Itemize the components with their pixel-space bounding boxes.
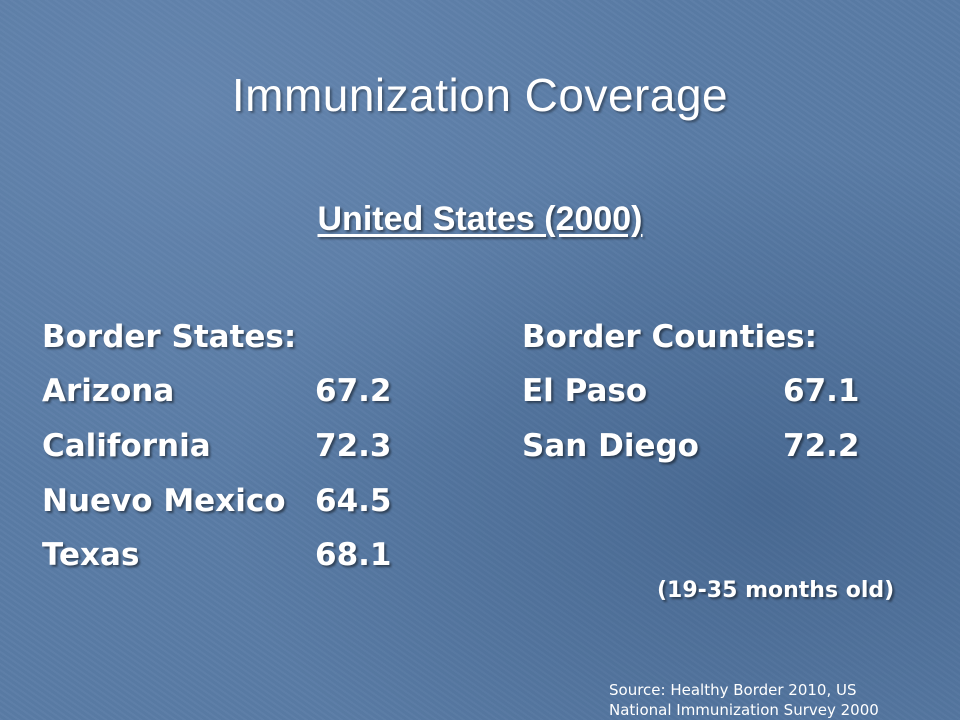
source-line-2: National Immunization Survey 2000 (609, 701, 879, 719)
state-name: Nuevo Mexico (42, 483, 286, 519)
border-counties-header: Border Counties: (522, 319, 818, 355)
border-states-header: Border States: (42, 319, 297, 355)
state-value: 67.2 (315, 373, 392, 409)
county-name: El Paso (522, 373, 648, 409)
county-value: 72.2 (783, 428, 860, 464)
state-value: 64.5 (315, 483, 392, 519)
state-name: Texas (42, 537, 140, 573)
state-value: 72.3 (315, 428, 392, 464)
county-name: San Diego (522, 428, 699, 464)
source-line-1: Source: Healthy Border 2010, US (609, 681, 857, 699)
slide-subtitle: United States (2000) (317, 200, 643, 238)
state-value: 68.1 (315, 537, 392, 573)
slide-title: Immunization Coverage (231, 69, 729, 121)
state-name: Arizona (42, 373, 175, 409)
county-value: 67.1 (783, 373, 860, 409)
age-range-note: (19-35 months old) (657, 578, 895, 603)
state-name: California (42, 428, 211, 464)
source-citation: Source: Healthy Border 2010, US National… (609, 680, 949, 720)
